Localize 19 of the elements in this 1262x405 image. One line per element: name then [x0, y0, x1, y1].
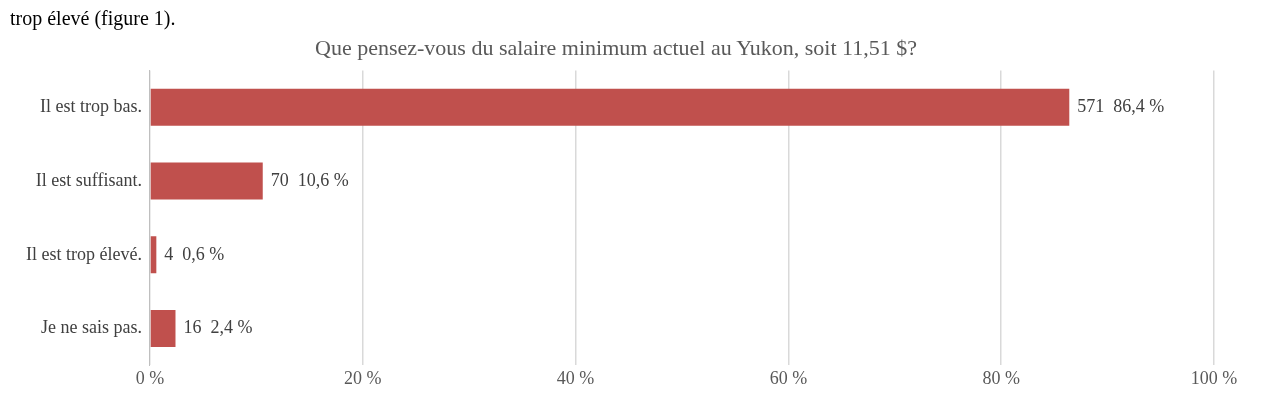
data-label: 70 10,6 % — [270, 169, 349, 190]
x-tick-label: 100 % — [1190, 367, 1238, 388]
x-tick-label: 20 % — [344, 367, 382, 388]
x-tick-label: 0 % — [135, 367, 165, 388]
y-tick-label: Il est suffisant. — [35, 169, 142, 190]
bar — [150, 310, 176, 347]
y-tick-label: Je ne sais pas. — [40, 317, 142, 338]
data-label: 16 2,4 % — [183, 317, 253, 338]
y-tick-label: Il est trop bas. — [39, 96, 142, 117]
x-tick-label: 60 % — [769, 367, 808, 388]
data-label: 571 86,4 % — [1077, 96, 1165, 117]
x-tick-label: 80 % — [982, 367, 1020, 388]
bar — [150, 162, 263, 200]
chart-title: Que pensez-vous du salaire minimum actuel au Yukon, soit 11,51 $? — [314, 34, 918, 60]
text: trop élevé (figure 1). — [10, 7, 176, 31]
data-label: 4 0,6 % — [164, 243, 225, 264]
x-tick-label: 40 % — [556, 367, 595, 388]
y-tick-label: Il est trop élevé. — [25, 243, 142, 264]
bar — [150, 88, 1070, 126]
